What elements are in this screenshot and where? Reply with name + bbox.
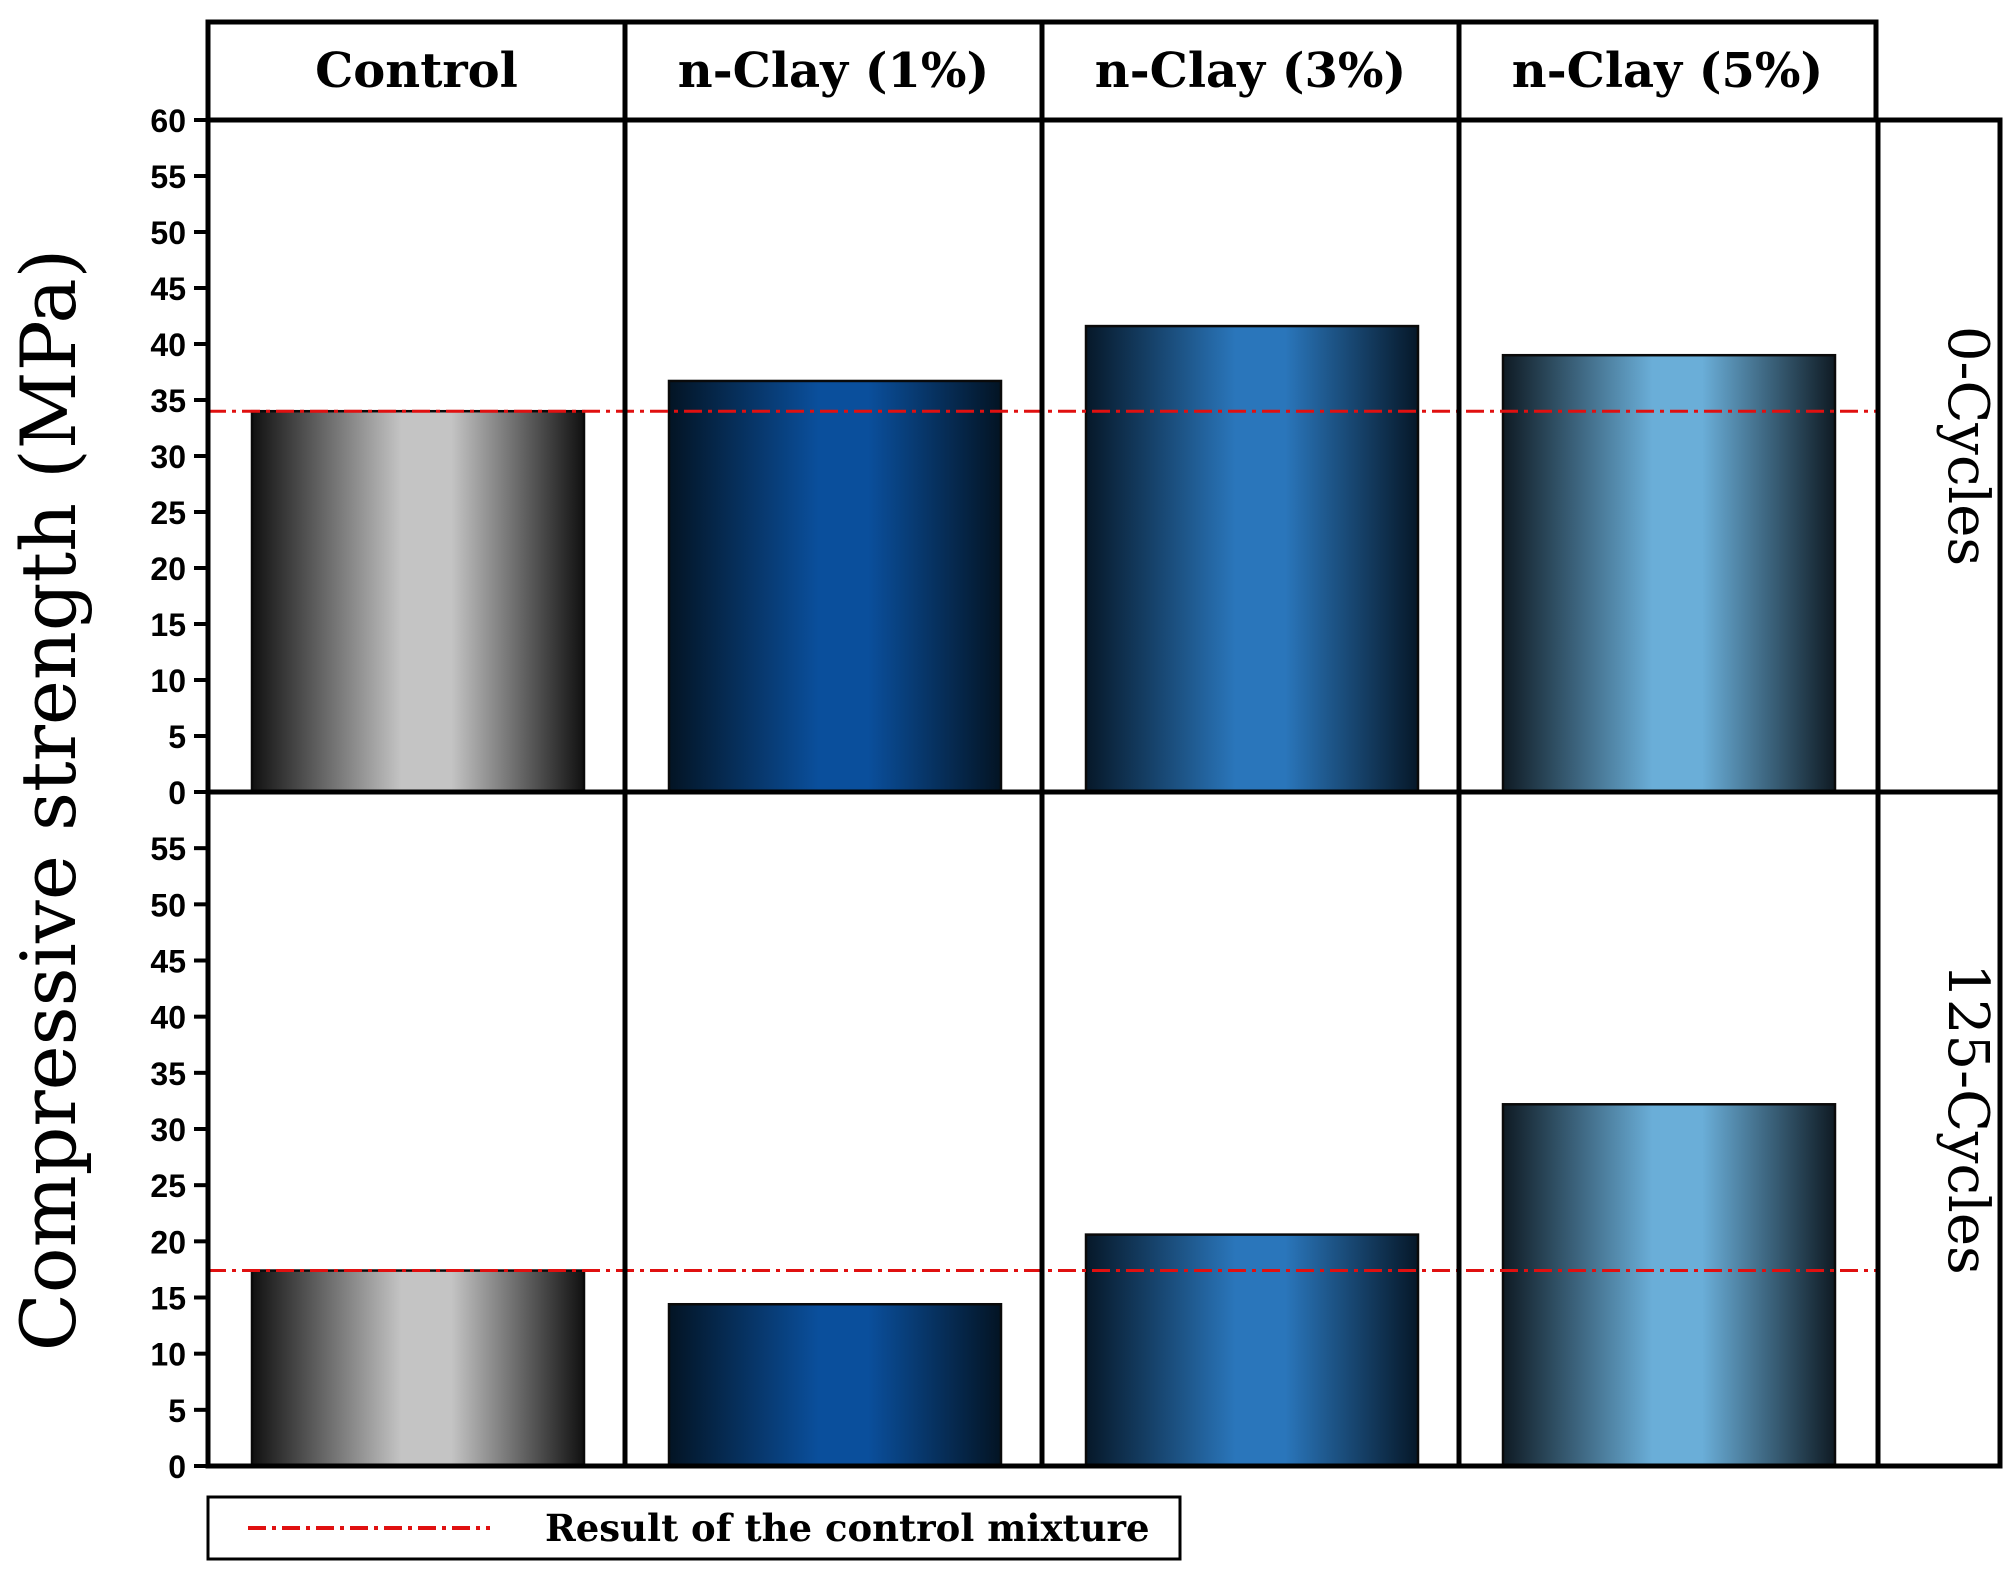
y-tick-label: 20	[150, 1224, 186, 1260]
reference-lines-layer	[208, 409, 1878, 1273]
legend-box	[206, 1495, 1182, 1561]
category-label: Control	[315, 43, 518, 99]
bar-125-cycles-3	[1501, 1103, 1837, 1468]
labels-layer: Control n-Clay (1%) n-Clay (3%) n-Clay (5%)…	[4, 43, 2000, 1485]
panel-label: 0-Cycles	[1935, 326, 2000, 566]
y-tick-label: 0	[168, 775, 186, 811]
y-axis-label: Compressive strength (MPa)	[4, 249, 93, 1352]
panel-frames	[194, 19, 2003, 1469]
bar-0-cycles-0	[250, 409, 586, 794]
category-label: n-Clay (1%)	[678, 43, 989, 99]
bar-125-cycles-0	[250, 1269, 586, 1468]
panel-label: 125-Cycles	[1935, 963, 2000, 1274]
y-tick-label: 5	[168, 1393, 186, 1429]
y-tick-label: 40	[150, 327, 186, 363]
y-tick-label: 55	[150, 831, 186, 867]
bar-0-cycles-2	[1084, 324, 1420, 794]
y-tick-label: 30	[150, 1112, 186, 1148]
category-label: n-Clay (5%)	[1512, 43, 1823, 99]
y-tick-label: 50	[150, 887, 186, 923]
y-tick-label: 10	[150, 663, 186, 699]
bar-0-cycles-3	[1501, 353, 1837, 794]
y-tick-label: 15	[150, 607, 186, 643]
y-tick-label: 60	[150, 103, 186, 139]
y-tick-label: 45	[150, 271, 186, 307]
category-label: n-Clay (3%)	[1095, 43, 1406, 99]
y-tick-label: 10	[150, 1337, 186, 1373]
y-tick-label: 20	[150, 551, 186, 587]
bar-125-cycles-1	[667, 1302, 1003, 1468]
y-tick-label: 35	[150, 1056, 186, 1092]
y-tick-label: 15	[150, 1281, 186, 1317]
y-tick-label: 30	[150, 439, 186, 475]
y-tick-label: 0	[168, 1449, 186, 1485]
y-tick-label: 55	[150, 159, 186, 195]
y-tick-label: 35	[150, 383, 186, 419]
y-tick-label: 50	[150, 215, 186, 251]
y-tick-label: 25	[150, 495, 186, 531]
legend-label: Result of the control mixture	[545, 1506, 1150, 1550]
y-tick-label: 5	[168, 719, 186, 755]
y-tick-label: 40	[150, 1000, 186, 1036]
bar-0-cycles-1	[667, 379, 1003, 794]
y-tick-label: 25	[150, 1168, 186, 1204]
y-tick-label: 45	[150, 944, 186, 980]
bars-layer	[250, 324, 1837, 1468]
legend: Result of the control mixture	[206, 1495, 1182, 1561]
